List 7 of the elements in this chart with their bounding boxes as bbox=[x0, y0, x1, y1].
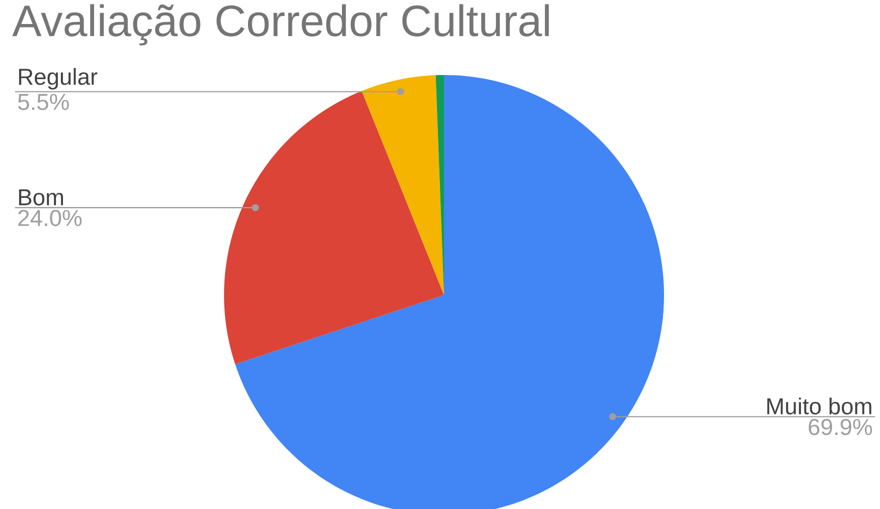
chart-title: Avaliação Corredor Cultural bbox=[12, 4, 549, 46]
slice-label: Muito bom bbox=[767, 398, 872, 414]
slice-label: Regular bbox=[19, 68, 98, 90]
slice-label: Bom bbox=[19, 189, 63, 206]
data-label: 5.5% bbox=[18, 94, 69, 110]
data-label: 69.9% bbox=[808, 418, 872, 436]
data-label: 24.0% bbox=[18, 210, 82, 226]
